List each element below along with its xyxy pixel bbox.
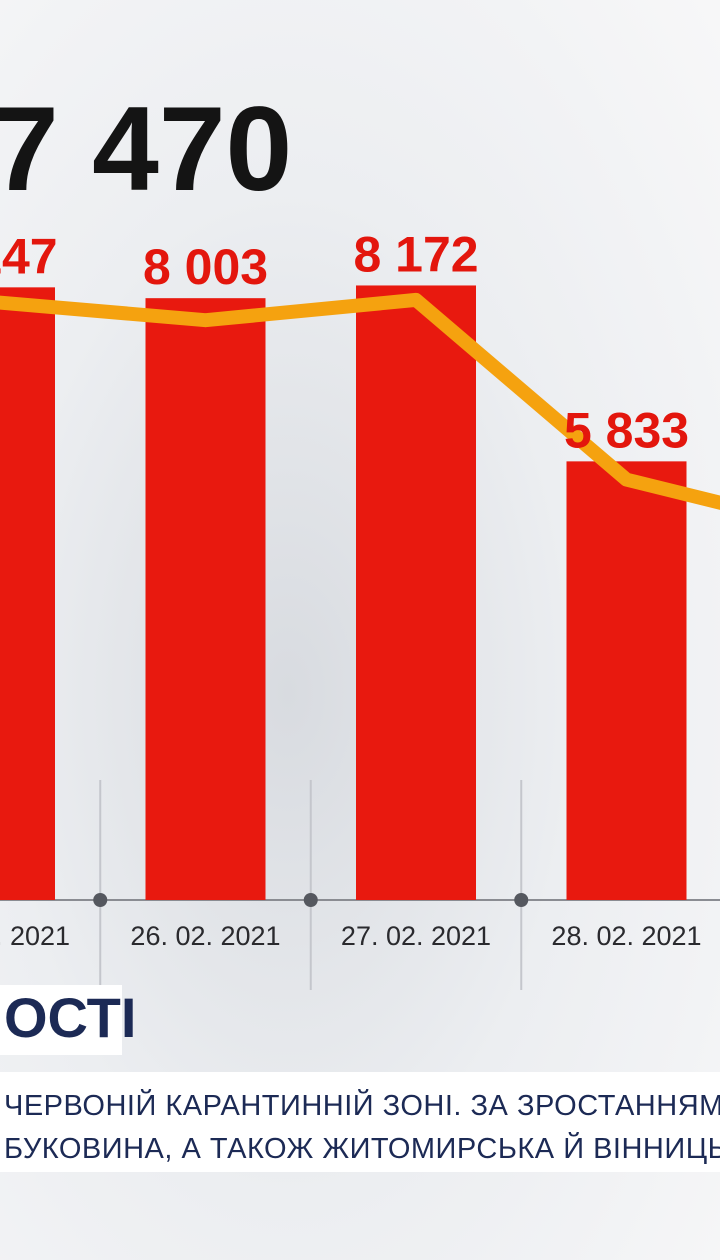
x-tick-label: 27. 02. 2021: [341, 921, 491, 951]
x-tick-label: 25. 02. 2021: [0, 921, 70, 951]
x-tick-label: 28. 02. 2021: [551, 921, 701, 951]
headline-number: 7 470: [0, 82, 292, 216]
ticker-band: [0, 1072, 720, 1172]
plot: 25. 02. 2021 26. 02. 2021 27. 02. 2021 28. …: [0, 226, 720, 990]
bar: [145, 298, 266, 900]
badge-text: ОСТІ: [4, 986, 136, 1049]
bar: [0, 287, 55, 901]
value-label: 8 147: [0, 228, 58, 284]
ticker-line: ЧЕРВОНІЙ КАРАНТИННІЙ ЗОНІ. ЗА ЗРОСТАННЯМ…: [4, 1088, 720, 1122]
divider-dot: [93, 893, 108, 907]
ticker-line: БУКОВИНА, А ТАКОЖ ЖИТОМИРСЬКА Й ВІННИЦЬК…: [4, 1131, 720, 1165]
divider-dot: [303, 893, 318, 907]
x-tick-label: 26. 02. 2021: [130, 921, 280, 951]
bar: [356, 285, 476, 901]
divider-dot: [514, 893, 529, 907]
bar: [566, 461, 687, 900]
value-label: 5 833: [564, 402, 689, 458]
value-label: 8 172: [353, 226, 478, 282]
badge-box: [0, 985, 122, 1055]
trend-line: [0, 292, 720, 510]
value-label: 8 003: [143, 239, 268, 295]
